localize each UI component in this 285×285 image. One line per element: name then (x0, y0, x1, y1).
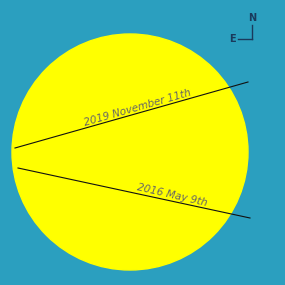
Text: N: N (248, 13, 256, 23)
Circle shape (12, 34, 248, 270)
Text: 2019 November 11th: 2019 November 11th (83, 88, 193, 128)
Text: E: E (229, 34, 236, 44)
Text: 2016 May 9th: 2016 May 9th (136, 182, 208, 208)
